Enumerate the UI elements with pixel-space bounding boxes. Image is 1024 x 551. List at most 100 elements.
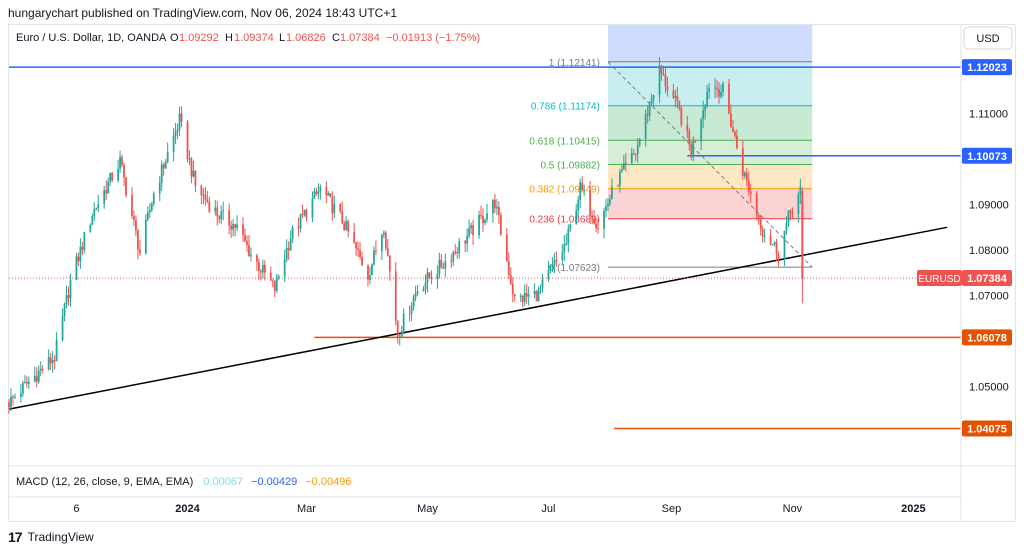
candle-body (747, 180, 750, 192)
candle-body (75, 256, 78, 280)
candle-body (313, 191, 316, 199)
candle-body (97, 203, 100, 209)
candle-body (535, 290, 538, 302)
candle-body (410, 306, 413, 314)
time-tick-label: May (417, 503, 438, 515)
candle-body (749, 191, 752, 194)
macd-label: MACD (12, 26, close, 9, EMA, EMA) (16, 476, 193, 488)
candle-body (666, 86, 669, 91)
candle-body (452, 252, 455, 262)
candle-body (561, 251, 564, 260)
candle-body (259, 271, 262, 273)
price-level-badge[interactable] (962, 329, 1012, 346)
candle-body (426, 272, 429, 283)
candle-body (650, 99, 653, 104)
symbol-title: Euro / U.S. Dollar, 1D, OANDA (16, 32, 167, 44)
fib-trend-line[interactable] (607, 61, 813, 268)
footer: 17 TradingView (8, 527, 94, 547)
fib-zone-0.382[interactable] (607, 164, 813, 189)
candle-body (291, 227, 294, 239)
candle-body (494, 200, 496, 209)
current-price-badge[interactable] (962, 270, 1012, 287)
candle-body (152, 193, 155, 204)
candle-body (77, 256, 80, 262)
candle-body (652, 95, 655, 100)
candle-body (646, 114, 649, 116)
low-value: 1.06826 (286, 32, 326, 44)
fib-retracement[interactable]: 1 (1.12141) 0.786 (1.11174) 0.618 (1.10415… (529, 25, 813, 274)
candle-body (734, 131, 736, 136)
fib-label-0.618: 0.618 (1.10415) (529, 136, 600, 147)
price-level-badge-label: 1.12023 (967, 62, 1007, 74)
candle-body (327, 193, 330, 196)
candle-body (789, 210, 792, 213)
candle-body (49, 357, 52, 364)
price-axis[interactable]: 1.110001.100001.090001.080001.070001.050… (917, 25, 1012, 522)
candle-body (269, 272, 272, 281)
time-axis[interactable]: 6 2024 Mar May Jul Sep Nov 2025 (73, 503, 925, 515)
candle-body (236, 224, 238, 228)
candle-body (674, 96, 677, 98)
drawn-lines[interactable] (8, 66, 961, 430)
candle-body (200, 185, 203, 196)
candle-body (444, 261, 447, 269)
candle-body (755, 193, 758, 215)
candle-body (133, 215, 135, 221)
candle-body (408, 313, 411, 315)
candle-body (553, 259, 556, 265)
trend-line[interactable] (8, 226, 948, 410)
price-level-badge[interactable] (962, 147, 1012, 164)
candle-body (55, 339, 58, 361)
candle-body (53, 360, 56, 362)
open-label: O (170, 32, 179, 44)
candle-body (692, 141, 695, 158)
candle-body (624, 162, 627, 164)
candle-body (131, 195, 133, 216)
candle-body (297, 227, 300, 229)
candle-body (61, 316, 64, 340)
candle-body (345, 221, 348, 231)
candle-body (388, 255, 391, 272)
candle-body (549, 267, 552, 271)
candle-body (563, 244, 566, 252)
symbol-badge-label: EURUSD (918, 274, 960, 285)
candle-body (672, 90, 675, 98)
candle-body (464, 241, 467, 244)
fib-zone-0.618[interactable] (607, 105, 813, 141)
candle-body (359, 250, 361, 257)
fib-label-0: 0 (1.07623) (549, 263, 600, 274)
candle-body (595, 223, 597, 228)
price-level-badge-label: 1.06078 (967, 332, 1007, 344)
currency-button[interactable] (963, 26, 1013, 50)
fib-zone-0.786[interactable] (607, 61, 813, 106)
candle-body (456, 252, 459, 254)
candle-body (539, 287, 542, 289)
candle-body (680, 107, 683, 125)
fib-zone-0.5[interactable] (607, 140, 813, 165)
candle-body (367, 265, 369, 280)
open-value: 1.09292 (179, 32, 219, 44)
candle-body (741, 148, 744, 176)
candle-body (714, 87, 716, 89)
fib-top-zone[interactable] (607, 25, 813, 62)
candle-body (541, 279, 544, 288)
candle-body (375, 250, 377, 252)
candle-body (67, 295, 70, 299)
candle-body (325, 186, 328, 196)
candle-body (244, 234, 246, 242)
candle-body (258, 261, 260, 272)
price-level-badge[interactable] (962, 59, 1012, 76)
candle-body (611, 186, 613, 200)
low-label: L (279, 32, 285, 44)
price-level-badge[interactable] (962, 420, 1012, 437)
candle-body (769, 235, 772, 245)
fib-label-0.5: 0.5 (1.09882) (540, 160, 600, 171)
candle-body (450, 261, 453, 263)
candle-body (547, 270, 550, 280)
price-level-badge-label: 1.10073 (967, 151, 1007, 163)
fib-zone-0.236[interactable] (607, 188, 813, 219)
candle-body (678, 100, 681, 108)
candle-body (12, 396, 14, 398)
time-tick-label: Mar (297, 503, 316, 515)
